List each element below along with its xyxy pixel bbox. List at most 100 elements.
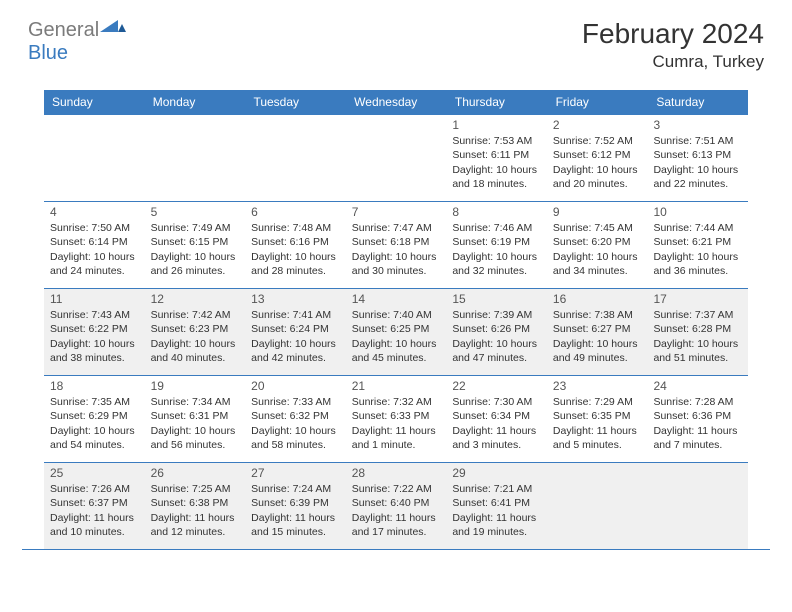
day-info: Sunrise: 7:41 AMSunset: 6:24 PMDaylight:…: [251, 308, 340, 365]
day-number: 19: [151, 378, 240, 394]
daylight-line: Daylight: 10 hours and 51 minutes.: [653, 337, 742, 365]
day-cell: 9Sunrise: 7:45 AMSunset: 6:20 PMDaylight…: [547, 202, 648, 288]
sunrise-line: Sunrise: 7:52 AM: [553, 134, 642, 148]
location-label: Cumra, Turkey: [582, 52, 764, 72]
daylight-line: Daylight: 11 hours and 10 minutes.: [50, 511, 139, 539]
sunset-line: Sunset: 6:12 PM: [553, 148, 642, 162]
daylight-line: Daylight: 11 hours and 1 minute.: [352, 424, 441, 452]
calendar: SundayMondayTuesdayWednesdayThursdayFrid…: [44, 90, 748, 549]
sunrise-line: Sunrise: 7:41 AM: [251, 308, 340, 322]
sunset-line: Sunset: 6:25 PM: [352, 322, 441, 336]
daylight-line: Daylight: 11 hours and 7 minutes.: [653, 424, 742, 452]
day-info: Sunrise: 7:51 AMSunset: 6:13 PMDaylight:…: [653, 134, 742, 191]
day-number: 13: [251, 291, 340, 307]
day-info: Sunrise: 7:40 AMSunset: 6:25 PMDaylight:…: [352, 308, 441, 365]
day-info: Sunrise: 7:49 AMSunset: 6:15 PMDaylight:…: [151, 221, 240, 278]
day-info: Sunrise: 7:48 AMSunset: 6:16 PMDaylight:…: [251, 221, 340, 278]
day-cell-empty: [346, 115, 447, 201]
day-info: Sunrise: 7:46 AMSunset: 6:19 PMDaylight:…: [452, 221, 541, 278]
weekday-tuesday: Tuesday: [245, 90, 346, 114]
day-info: Sunrise: 7:42 AMSunset: 6:23 PMDaylight:…: [151, 308, 240, 365]
day-number: 28: [352, 465, 441, 481]
day-number: 27: [251, 465, 340, 481]
day-cell: 6Sunrise: 7:48 AMSunset: 6:16 PMDaylight…: [245, 202, 346, 288]
sunrise-line: Sunrise: 7:30 AM: [452, 395, 541, 409]
day-info: Sunrise: 7:52 AMSunset: 6:12 PMDaylight:…: [553, 134, 642, 191]
day-cell: 10Sunrise: 7:44 AMSunset: 6:21 PMDayligh…: [647, 202, 748, 288]
day-cell: 4Sunrise: 7:50 AMSunset: 6:14 PMDaylight…: [44, 202, 145, 288]
daylight-line: Daylight: 10 hours and 49 minutes.: [553, 337, 642, 365]
sunset-line: Sunset: 6:15 PM: [151, 235, 240, 249]
daylight-line: Daylight: 10 hours and 24 minutes.: [50, 250, 139, 278]
day-cell: 13Sunrise: 7:41 AMSunset: 6:24 PMDayligh…: [245, 289, 346, 375]
sunrise-line: Sunrise: 7:53 AM: [452, 134, 541, 148]
sunrise-line: Sunrise: 7:22 AM: [352, 482, 441, 496]
day-cell: 5Sunrise: 7:49 AMSunset: 6:15 PMDaylight…: [145, 202, 246, 288]
day-cell: 7Sunrise: 7:47 AMSunset: 6:18 PMDaylight…: [346, 202, 447, 288]
sunrise-line: Sunrise: 7:40 AM: [352, 308, 441, 322]
day-number: 10: [653, 204, 742, 220]
daylight-line: Daylight: 10 hours and 40 minutes.: [151, 337, 240, 365]
sunrise-line: Sunrise: 7:45 AM: [553, 221, 642, 235]
daylight-line: Daylight: 10 hours and 32 minutes.: [452, 250, 541, 278]
day-number: 5: [151, 204, 240, 220]
daylight-line: Daylight: 11 hours and 5 minutes.: [553, 424, 642, 452]
day-number: 25: [50, 465, 139, 481]
day-info: Sunrise: 7:33 AMSunset: 6:32 PMDaylight:…: [251, 395, 340, 452]
day-cell-empty: [245, 115, 346, 201]
day-cell: 2Sunrise: 7:52 AMSunset: 6:12 PMDaylight…: [547, 115, 648, 201]
day-cell-empty: [647, 463, 748, 549]
day-number: 11: [50, 291, 139, 307]
sunset-line: Sunset: 6:19 PM: [452, 235, 541, 249]
sunset-line: Sunset: 6:38 PM: [151, 496, 240, 510]
sunrise-line: Sunrise: 7:38 AM: [553, 308, 642, 322]
sunset-line: Sunset: 6:32 PM: [251, 409, 340, 423]
sunrise-line: Sunrise: 7:48 AM: [251, 221, 340, 235]
sunrise-line: Sunrise: 7:35 AM: [50, 395, 139, 409]
sunrise-line: Sunrise: 7:43 AM: [50, 308, 139, 322]
day-number: 2: [553, 117, 642, 133]
day-cell: 16Sunrise: 7:38 AMSunset: 6:27 PMDayligh…: [547, 289, 648, 375]
day-number: 12: [151, 291, 240, 307]
day-info: Sunrise: 7:24 AMSunset: 6:39 PMDaylight:…: [251, 482, 340, 539]
day-number: 3: [653, 117, 742, 133]
day-cell: 20Sunrise: 7:33 AMSunset: 6:32 PMDayligh…: [245, 376, 346, 462]
week-row: 1Sunrise: 7:53 AMSunset: 6:11 PMDaylight…: [44, 114, 748, 201]
day-info: Sunrise: 7:47 AMSunset: 6:18 PMDaylight:…: [352, 221, 441, 278]
day-cell-empty: [145, 115, 246, 201]
day-cell: 23Sunrise: 7:29 AMSunset: 6:35 PMDayligh…: [547, 376, 648, 462]
day-number: 4: [50, 204, 139, 220]
day-cell-empty: [547, 463, 648, 549]
sunset-line: Sunset: 6:14 PM: [50, 235, 139, 249]
day-info: Sunrise: 7:25 AMSunset: 6:38 PMDaylight:…: [151, 482, 240, 539]
weekday-monday: Monday: [145, 90, 246, 114]
day-cell: 26Sunrise: 7:25 AMSunset: 6:38 PMDayligh…: [145, 463, 246, 549]
sunrise-line: Sunrise: 7:34 AM: [151, 395, 240, 409]
sunset-line: Sunset: 6:24 PM: [251, 322, 340, 336]
sunset-line: Sunset: 6:22 PM: [50, 322, 139, 336]
daylight-line: Daylight: 11 hours and 3 minutes.: [452, 424, 541, 452]
sunrise-line: Sunrise: 7:47 AM: [352, 221, 441, 235]
weekday-friday: Friday: [548, 90, 649, 114]
sunset-line: Sunset: 6:37 PM: [50, 496, 139, 510]
day-number: 1: [452, 117, 541, 133]
daylight-line: Daylight: 10 hours and 34 minutes.: [553, 250, 642, 278]
day-cell: 3Sunrise: 7:51 AMSunset: 6:13 PMDaylight…: [647, 115, 748, 201]
daylight-line: Daylight: 10 hours and 45 minutes.: [352, 337, 441, 365]
day-number: 16: [553, 291, 642, 307]
sunrise-line: Sunrise: 7:25 AM: [151, 482, 240, 496]
daylight-line: Daylight: 10 hours and 30 minutes.: [352, 250, 441, 278]
day-number: 8: [452, 204, 541, 220]
sunset-line: Sunset: 6:31 PM: [151, 409, 240, 423]
day-number: 24: [653, 378, 742, 394]
day-number: 22: [452, 378, 541, 394]
sunset-line: Sunset: 6:35 PM: [553, 409, 642, 423]
logo: General Blue: [28, 18, 126, 65]
day-number: 9: [553, 204, 642, 220]
day-cell: 25Sunrise: 7:26 AMSunset: 6:37 PMDayligh…: [44, 463, 145, 549]
day-info: Sunrise: 7:37 AMSunset: 6:28 PMDaylight:…: [653, 308, 742, 365]
sunset-line: Sunset: 6:13 PM: [653, 148, 742, 162]
daylight-line: Daylight: 10 hours and 56 minutes.: [151, 424, 240, 452]
sunrise-line: Sunrise: 7:33 AM: [251, 395, 340, 409]
day-number: 21: [352, 378, 441, 394]
